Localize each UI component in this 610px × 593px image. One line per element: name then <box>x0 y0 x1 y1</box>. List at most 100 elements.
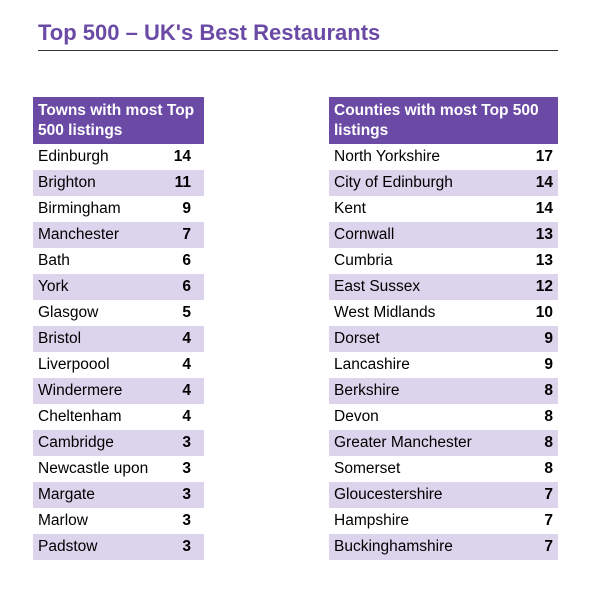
table-row: Buckinghamshire 7 <box>329 534 558 560</box>
towns-table-header: Towns with most Top 500 listings <box>33 97 204 144</box>
row-count: 11 <box>174 174 191 191</box>
table-row: North Yorkshire 17 <box>329 144 558 170</box>
table-row: Margate 3 <box>33 482 204 508</box>
page-title: Top 500 – UK's Best Restaurants <box>38 20 381 45</box>
row-name: Windermere <box>38 382 123 399</box>
row-count: 3 <box>182 538 191 555</box>
counties-rows: North Yorkshire 17 City of Edinburgh 14 Kent… <box>329 144 558 560</box>
row-name: West Midlands <box>334 304 436 321</box>
row-name: Hampshire <box>334 512 409 529</box>
table-row: Bath 6 <box>33 248 204 274</box>
row-count: 9 <box>544 356 553 373</box>
row-name: Birmingham <box>38 200 121 217</box>
table-row: Devon 8 <box>329 404 558 430</box>
row-name: Edinburgh <box>38 148 109 165</box>
table-row: City of Edinburgh 14 <box>329 170 558 196</box>
row-count: 8 <box>544 434 553 451</box>
table-row: Cumbria 13 <box>329 248 558 274</box>
row-name: Dorset <box>334 330 380 347</box>
table-row: Dorset 9 <box>329 326 558 352</box>
row-name: Bath <box>38 252 70 269</box>
table-row: Hampshire 7 <box>329 508 558 534</box>
row-name: Cambridge <box>38 434 114 451</box>
row-count: 12 <box>535 278 553 295</box>
row-name: East Sussex <box>334 278 421 295</box>
row-name: Manchester <box>38 226 119 243</box>
table-row: Padstow 3 <box>33 534 204 560</box>
row-count: 4 <box>182 408 191 425</box>
row-name: Padstow <box>38 538 98 555</box>
table-row: Liverpoool 4 <box>33 352 204 378</box>
row-count: 13 <box>535 226 553 243</box>
row-count: 3 <box>182 460 191 477</box>
table-row: Gloucestershire 7 <box>329 482 558 508</box>
row-count: 4 <box>182 356 191 373</box>
table-row: Marlow 3 <box>33 508 204 534</box>
row-count: 7 <box>544 538 553 555</box>
row-count: 3 <box>182 512 191 529</box>
title-divider <box>38 50 558 51</box>
row-count: 8 <box>544 408 553 425</box>
row-name: Glasgow <box>38 304 99 321</box>
row-count: 7 <box>544 486 553 503</box>
row-count: 4 <box>182 382 191 399</box>
row-name: City of Edinburgh <box>334 174 453 191</box>
table-row: Greater Manchester 8 <box>329 430 558 456</box>
row-count: 14 <box>535 200 553 217</box>
row-name: Cumbria <box>334 252 393 269</box>
row-name: Somerset <box>334 460 401 477</box>
row-count: 3 <box>182 434 191 451</box>
row-count: 8 <box>544 460 553 477</box>
row-name: Bristol <box>38 330 82 347</box>
row-count: 5 <box>182 304 191 321</box>
row-count: 10 <box>535 304 553 321</box>
table-row: Cornwall 13 <box>329 222 558 248</box>
row-name: Kent <box>334 200 366 217</box>
row-count: 3 <box>182 486 191 503</box>
row-count: 8 <box>544 382 553 399</box>
row-name: Gloucestershire <box>334 486 443 503</box>
row-count: 4 <box>182 330 191 347</box>
row-name: Cheltenham <box>38 408 122 425</box>
table-row: Kent 14 <box>329 196 558 222</box>
table-row: East Sussex 12 <box>329 274 558 300</box>
row-name: Margate <box>38 486 95 503</box>
row-name: Liverpoool <box>38 356 110 373</box>
row-count: 7 <box>544 512 553 529</box>
table-row: Cheltenham 4 <box>33 404 204 430</box>
row-name: Cornwall <box>334 226 395 243</box>
row-count: 14 <box>535 174 553 191</box>
row-name: Lancashire <box>334 356 410 373</box>
table-row: York 6 <box>33 274 204 300</box>
table-row: Cambridge 3 <box>33 430 204 456</box>
row-count: 13 <box>535 252 553 269</box>
table-row: Birmingham 9 <box>33 196 204 222</box>
row-count: 6 <box>182 252 191 269</box>
table-row: Somerset 8 <box>329 456 558 482</box>
counties-table-header: Counties with most Top 500 listings <box>329 97 558 144</box>
row-name: Greater Manchester <box>334 434 472 451</box>
table-row: Bristol 4 <box>33 326 204 352</box>
row-name: Newcastle upon <box>38 460 149 477</box>
table-row: Lancashire 9 <box>329 352 558 378</box>
table-row: Glasgow 5 <box>33 300 204 326</box>
table-row: Brighton 11 <box>33 170 204 196</box>
row-name: Berkshire <box>334 382 400 399</box>
row-name: Marlow <box>38 512 88 529</box>
row-count: 9 <box>182 200 191 217</box>
towns-table: Towns with most Top 500 listings Edinbur… <box>33 97 204 560</box>
row-count: 7 <box>182 226 191 243</box>
towns-rows: Edinburgh 14 Brighton 11 Birmingham 9 Manchest… <box>33 144 204 560</box>
row-name: North Yorkshire <box>334 148 440 165</box>
table-row: Edinburgh 14 <box>33 144 204 170</box>
row-name: Brighton <box>38 174 96 191</box>
row-name: York <box>38 278 69 295</box>
counties-table: Counties with most Top 500 listings Nort… <box>329 97 558 560</box>
table-row: Manchester 7 <box>33 222 204 248</box>
row-count: 14 <box>173 148 191 165</box>
row-count: 9 <box>544 330 553 347</box>
row-name: Buckinghamshire <box>334 538 453 555</box>
table-row: West Midlands 10 <box>329 300 558 326</box>
row-count: 17 <box>535 148 553 165</box>
row-name: Devon <box>334 408 379 425</box>
